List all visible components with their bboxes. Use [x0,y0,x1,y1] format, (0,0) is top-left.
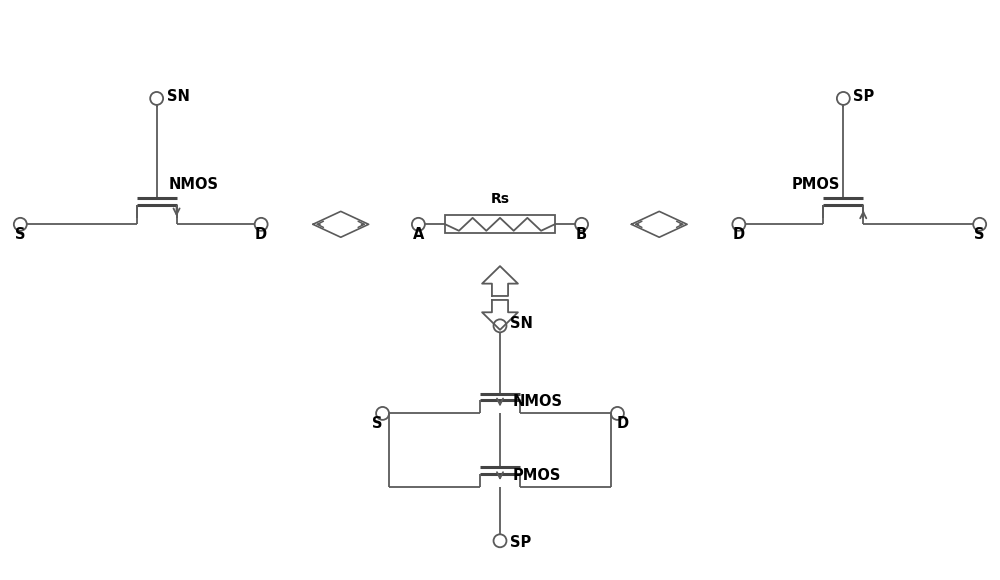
Text: D: D [255,227,267,242]
Text: A: A [413,227,424,242]
Text: SN: SN [510,316,533,331]
Text: S: S [372,416,383,432]
Text: SP: SP [853,89,875,104]
Bar [445,215,555,233]
Text: SN: SN [167,89,189,104]
Text: PMOS: PMOS [792,177,840,193]
Text: SP: SP [510,535,531,550]
Text: S: S [15,227,26,242]
Text: PMOS: PMOS [513,468,561,483]
Text: B: B [576,227,587,242]
Text: NMOS: NMOS [169,177,219,193]
Text: NMOS: NMOS [513,394,563,409]
Text: D: D [733,227,745,242]
Text: Rs: Rs [490,193,510,206]
Text: D: D [616,416,628,432]
Text: S: S [974,227,985,242]
